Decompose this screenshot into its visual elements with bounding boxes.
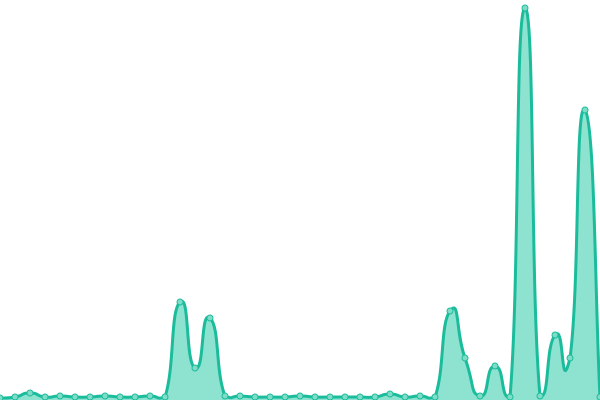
data-point xyxy=(596,393,600,400)
data-point xyxy=(476,392,484,400)
data-point xyxy=(176,298,184,306)
data-point xyxy=(41,393,49,400)
data-point xyxy=(341,393,349,400)
data-point xyxy=(461,354,469,362)
data-point xyxy=(236,392,244,400)
data-point xyxy=(56,392,64,400)
data-point xyxy=(581,106,589,114)
data-point xyxy=(326,393,334,400)
data-point xyxy=(221,392,229,400)
data-point xyxy=(551,331,559,339)
data-point xyxy=(536,392,544,400)
data-point xyxy=(386,390,394,398)
data-point xyxy=(146,392,154,400)
data-point xyxy=(11,393,19,400)
data-point xyxy=(71,393,79,400)
data-point xyxy=(161,393,169,400)
data-point xyxy=(131,393,139,400)
series-line xyxy=(0,6,600,400)
data-point xyxy=(566,354,574,362)
data-point xyxy=(296,392,304,400)
data-point xyxy=(416,392,424,400)
data-point xyxy=(281,393,289,400)
data-point xyxy=(116,393,124,400)
data-point xyxy=(521,4,529,12)
data-point xyxy=(446,307,454,315)
data-points xyxy=(0,4,600,400)
data-point xyxy=(86,393,94,400)
data-point xyxy=(251,393,259,400)
data-point xyxy=(401,393,409,400)
data-point xyxy=(191,364,199,372)
data-point xyxy=(0,394,4,400)
data-point xyxy=(506,393,514,400)
data-point xyxy=(266,393,274,400)
area-fill xyxy=(0,7,600,400)
data-point xyxy=(26,389,34,397)
data-point xyxy=(371,393,379,400)
data-point xyxy=(491,362,499,370)
data-point xyxy=(206,314,214,322)
data-point xyxy=(356,393,364,400)
data-point xyxy=(311,393,319,400)
data-point xyxy=(101,392,109,400)
data-point xyxy=(431,393,439,400)
